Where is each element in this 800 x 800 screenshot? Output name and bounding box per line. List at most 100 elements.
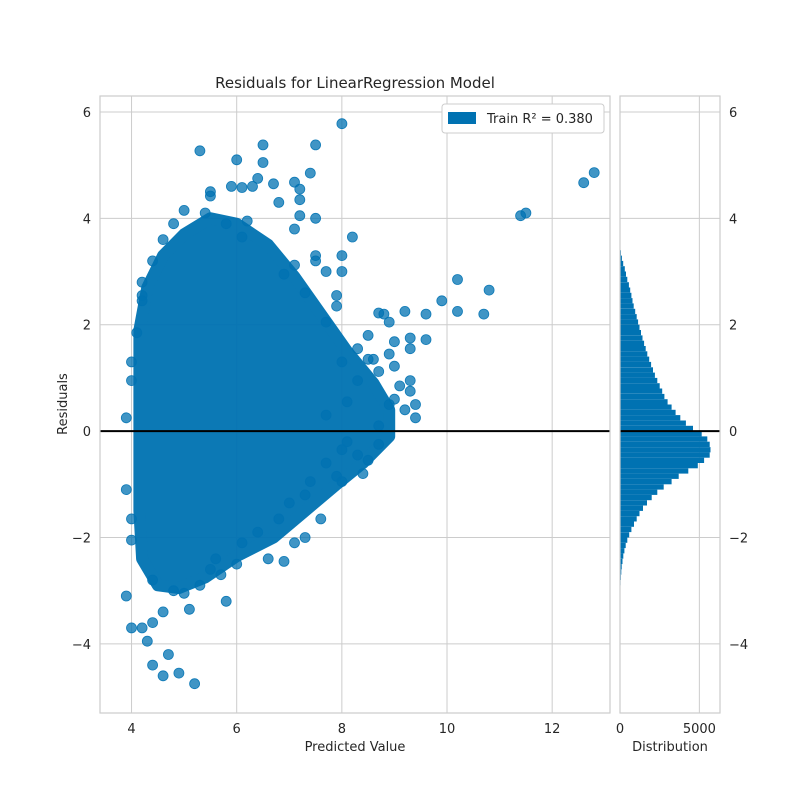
residual-point bbox=[299, 532, 311, 543]
histogram-plot-area bbox=[619, 95, 721, 714]
residual-point bbox=[357, 468, 369, 480]
histogram-x-tick-labels: 0 5000 bbox=[616, 722, 716, 737]
residual-point bbox=[336, 356, 348, 368]
residual-point bbox=[515, 210, 526, 222]
histogram-bar bbox=[620, 383, 660, 389]
histogram-bar bbox=[620, 457, 705, 463]
histogram-x-tick-label: 5000 bbox=[683, 722, 716, 737]
x-tick-label: 6 bbox=[233, 722, 241, 737]
residual-point bbox=[168, 585, 180, 597]
residual-point bbox=[204, 564, 216, 575]
histogram-bar bbox=[620, 260, 624, 267]
histogram-bar bbox=[620, 276, 628, 283]
histogram-bar bbox=[620, 415, 681, 421]
histogram-bar bbox=[620, 271, 626, 277]
residual-point bbox=[341, 396, 353, 408]
residual-point bbox=[147, 617, 159, 628]
residual-point bbox=[236, 182, 248, 193]
residual-point bbox=[310, 255, 322, 267]
residual-point bbox=[126, 534, 137, 546]
residual-point bbox=[320, 316, 332, 328]
residual-point bbox=[410, 412, 421, 424]
histogram-bar bbox=[620, 282, 629, 288]
residual-point bbox=[373, 366, 385, 377]
histogram-bar bbox=[620, 409, 676, 416]
residual-point bbox=[483, 284, 495, 296]
residual-point bbox=[136, 276, 148, 288]
y-tick-label: 0 bbox=[83, 425, 91, 440]
residual-point bbox=[404, 332, 416, 344]
residual-point bbox=[157, 234, 169, 246]
histogram-bar bbox=[620, 319, 639, 325]
histogram-bar bbox=[620, 510, 640, 517]
x-tick-label: 12 bbox=[544, 722, 561, 737]
residual-point bbox=[199, 207, 211, 219]
histogram-bar bbox=[620, 431, 702, 437]
residual-point bbox=[352, 375, 364, 387]
residual-point bbox=[578, 177, 590, 189]
residual-point bbox=[383, 348, 395, 360]
histogram-y-tick-label: 2 bbox=[729, 319, 737, 334]
residual-point bbox=[173, 667, 185, 679]
histogram-bar bbox=[620, 356, 650, 362]
residual-point bbox=[236, 537, 248, 549]
residual-point bbox=[373, 420, 385, 432]
histogram-bar bbox=[620, 335, 643, 341]
residual-point bbox=[194, 579, 206, 591]
residual-point bbox=[157, 670, 169, 682]
residual-point bbox=[120, 484, 132, 496]
residual-point bbox=[147, 659, 159, 671]
residual-point bbox=[131, 327, 143, 339]
histogram-x-axis-label: Distribution bbox=[632, 740, 708, 755]
residual-point bbox=[257, 139, 269, 151]
x-tick-label: 8 bbox=[338, 722, 346, 737]
residual-point bbox=[294, 210, 306, 222]
residual-point bbox=[352, 449, 364, 461]
histogram-bar bbox=[620, 441, 710, 447]
residual-point bbox=[178, 587, 190, 599]
residual-point bbox=[220, 595, 232, 607]
histogram-bars bbox=[620, 250, 711, 591]
residual-point bbox=[420, 308, 432, 320]
histogram-bar bbox=[620, 367, 653, 373]
residual-point bbox=[189, 678, 201, 690]
histogram-bar bbox=[620, 393, 665, 400]
residual-point bbox=[289, 259, 300, 271]
residual-point bbox=[410, 399, 421, 410]
histogram-bar bbox=[620, 526, 632, 533]
residual-point bbox=[362, 454, 374, 466]
residual-point bbox=[304, 167, 316, 179]
histogram-bar bbox=[620, 548, 625, 554]
residual-point bbox=[215, 569, 227, 581]
residual-point bbox=[147, 574, 159, 586]
histogram-bar bbox=[620, 463, 698, 469]
residual-point bbox=[452, 274, 463, 285]
residual-point bbox=[289, 223, 300, 235]
histogram-bar bbox=[620, 314, 637, 320]
residual-point bbox=[388, 393, 400, 405]
histogram-bar bbox=[620, 308, 636, 315]
histogram-bar bbox=[620, 420, 686, 426]
histogram-bar bbox=[620, 500, 647, 506]
legend-label: Train R² = 0.380 bbox=[486, 112, 593, 127]
histogram-bar bbox=[620, 537, 628, 543]
residual-point bbox=[183, 603, 195, 615]
residual-point bbox=[289, 537, 300, 549]
residual-point bbox=[241, 215, 253, 227]
residual-point bbox=[394, 380, 406, 392]
residual-point bbox=[320, 266, 332, 277]
histogram-bar bbox=[620, 452, 710, 458]
histogram-bar bbox=[620, 542, 626, 549]
residual-point bbox=[120, 590, 132, 602]
residual-point bbox=[388, 336, 400, 348]
residual-point bbox=[320, 409, 332, 421]
residual-point bbox=[352, 343, 364, 355]
residual-point bbox=[126, 622, 137, 634]
residual-point bbox=[362, 353, 374, 365]
histogram-bar bbox=[620, 287, 631, 293]
residual-point bbox=[304, 476, 316, 488]
histogram-bar bbox=[620, 553, 624, 559]
histogram-bar bbox=[620, 521, 634, 527]
residual-point bbox=[373, 438, 385, 450]
